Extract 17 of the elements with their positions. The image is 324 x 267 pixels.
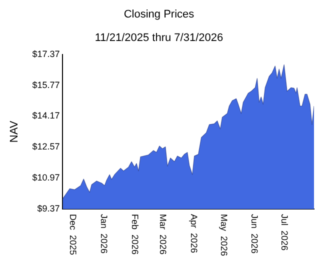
- y-tick-label: $10.97: [32, 172, 60, 183]
- x-tick-label: Mar 2026: [158, 214, 168, 255]
- x-tick-label: Dec 2025: [68, 214, 78, 256]
- y-tick-label: $15.77: [32, 80, 60, 90]
- x-tick-label: Jan 2026: [99, 214, 110, 254]
- x-tick-label: May 2026: [218, 214, 229, 256]
- y-tick-label: $12.57: [32, 142, 60, 152]
- x-tick-label: Jul 2026: [280, 214, 290, 251]
- chart-subtitle: 11/21/2025 thru 7/31/2026: [94, 32, 224, 44]
- chart-title: Closing Prices: [124, 8, 195, 21]
- x-tick-label: Feb 2026: [130, 214, 140, 255]
- y-axis-title: NAV: [8, 120, 21, 143]
- y-tick-label: $14.17: [32, 110, 60, 121]
- x-tick-label: Apr 2026: [188, 214, 199, 254]
- y-tick-label: $9.37: [37, 203, 60, 214]
- x-tick-label: Jun 2026: [250, 214, 260, 254]
- y-tick-label: $17.37: [32, 48, 60, 59]
